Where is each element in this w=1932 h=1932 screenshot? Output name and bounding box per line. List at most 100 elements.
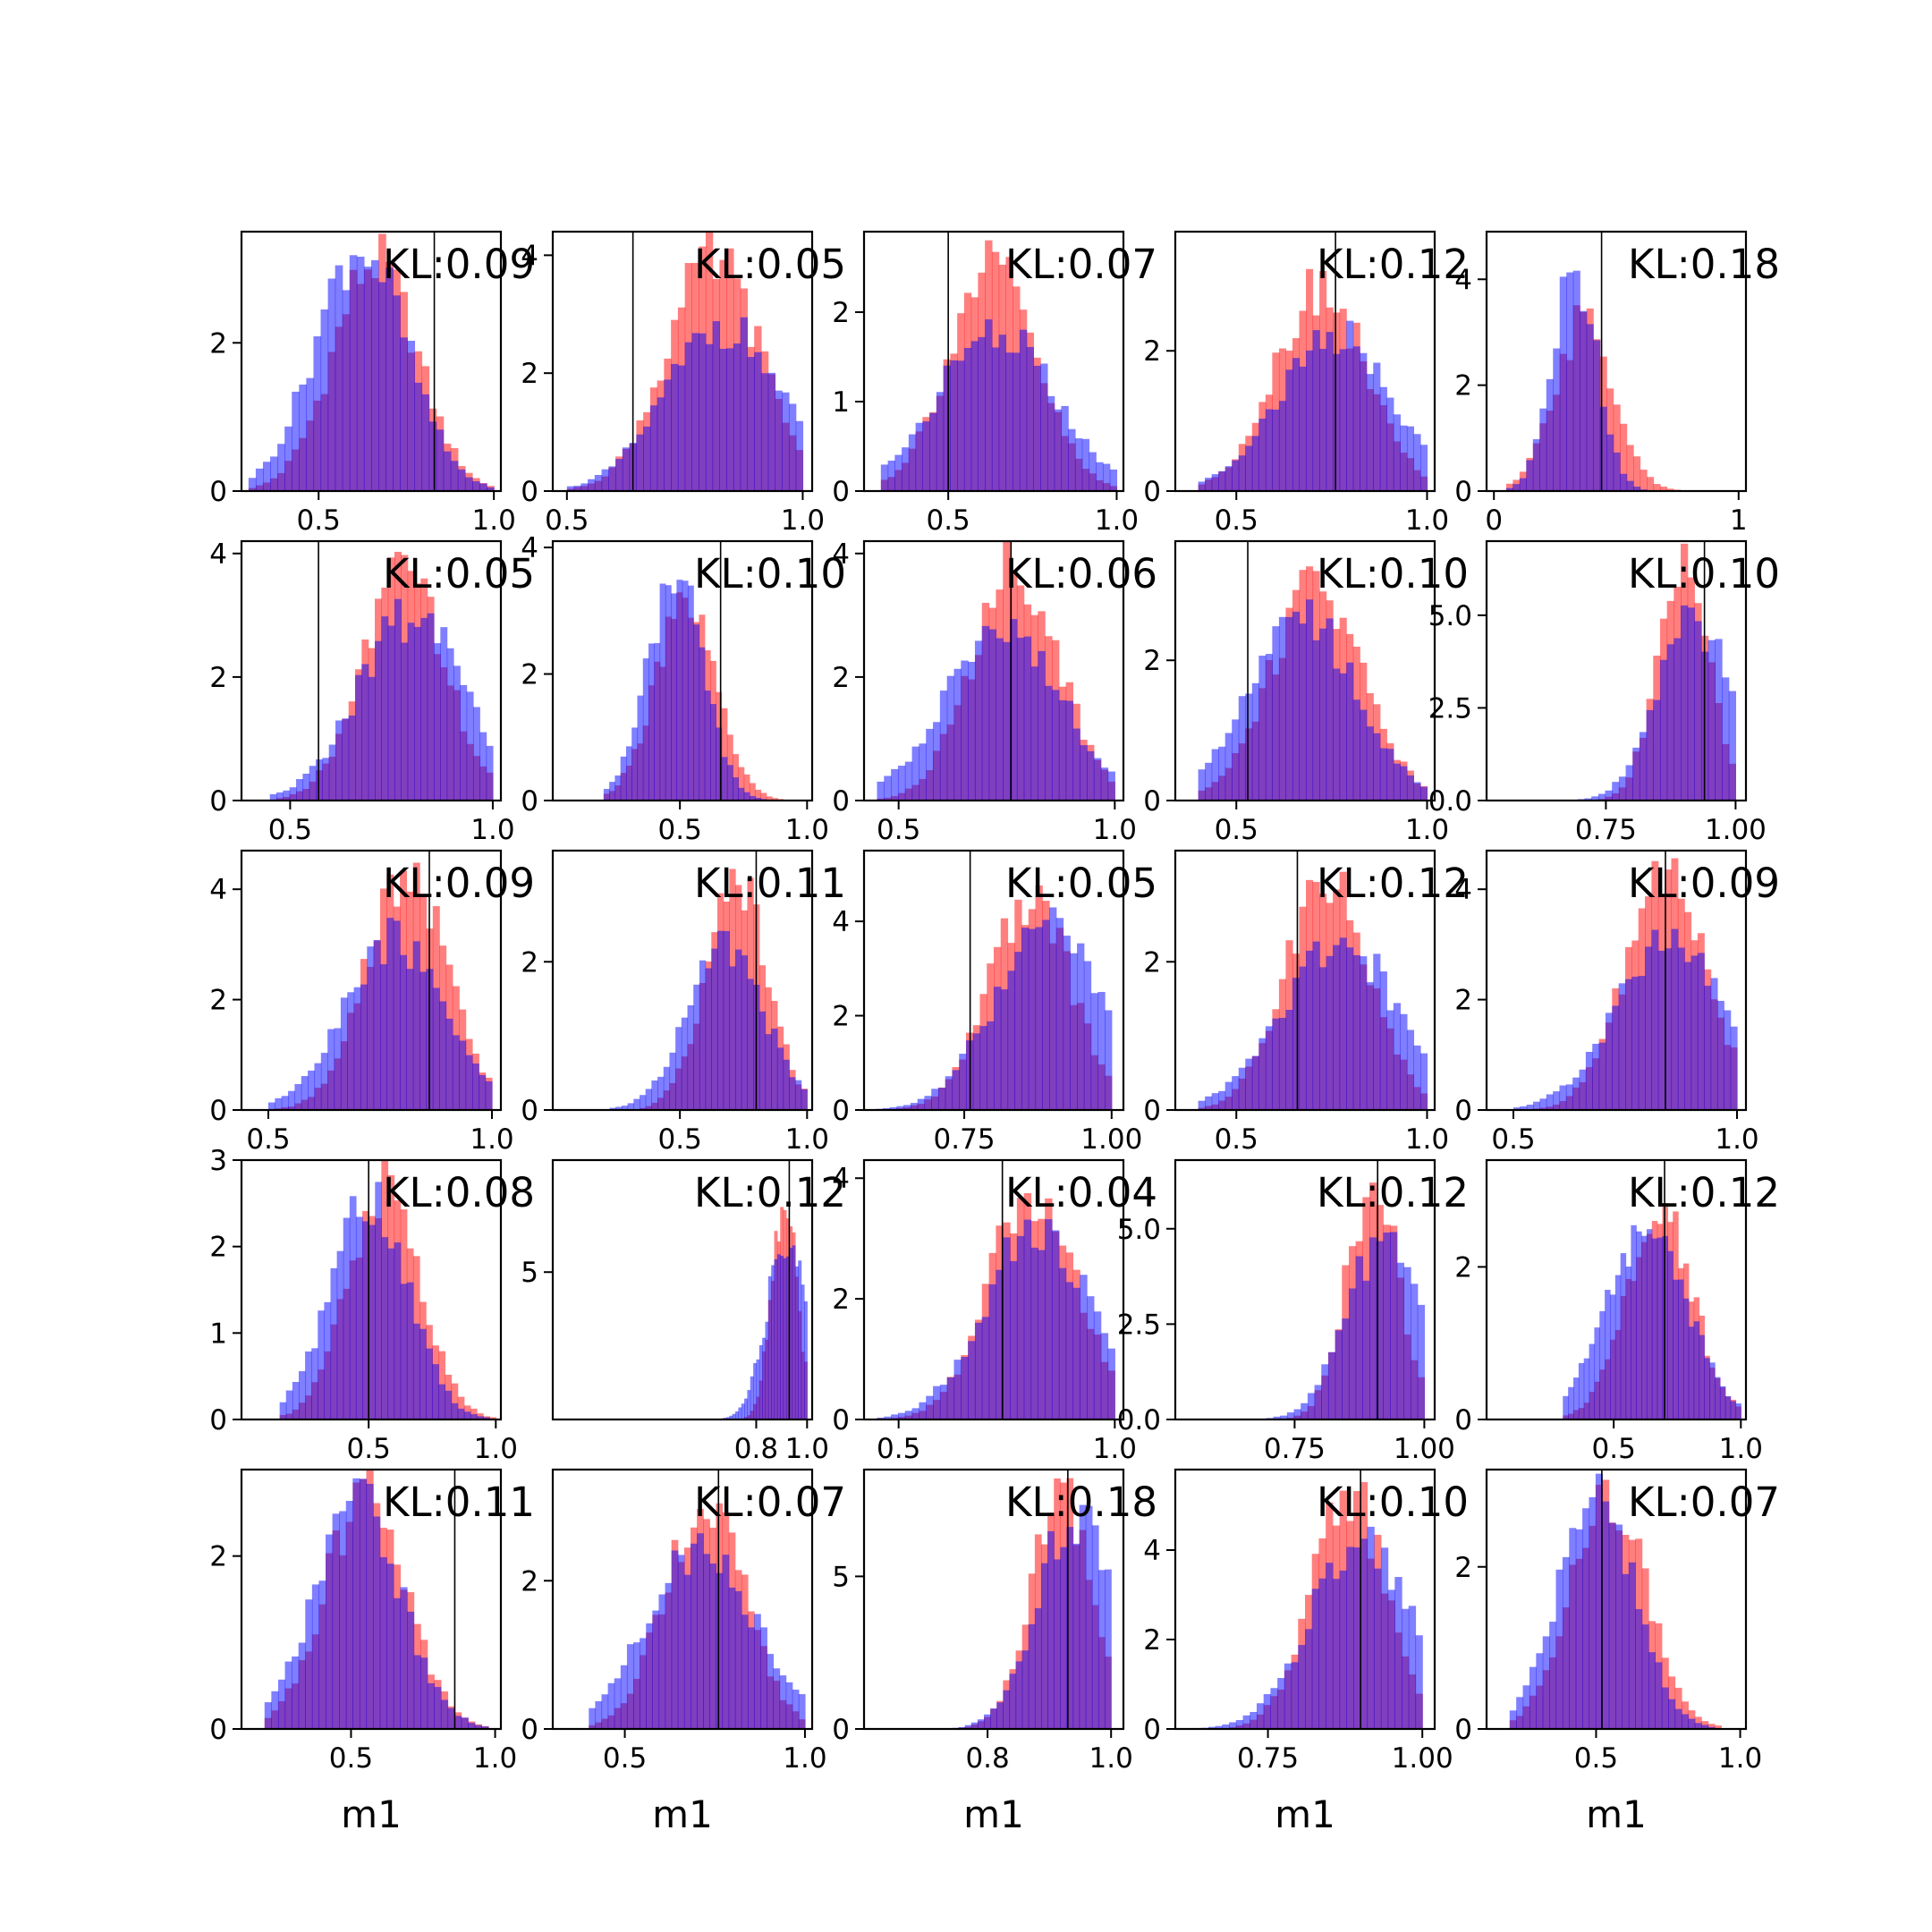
histogram-bar xyxy=(311,1348,318,1419)
y-tick-label: 0.0 xyxy=(1117,1404,1161,1436)
histogram-bar xyxy=(314,1063,322,1110)
histogram-bar xyxy=(1373,362,1381,491)
histogram-bar xyxy=(1333,945,1341,1110)
histogram-bar xyxy=(283,790,291,801)
histogram-bar xyxy=(1631,976,1640,1110)
histogram-bar xyxy=(663,1066,671,1110)
x-tick-label: 0.5 xyxy=(1215,1123,1258,1156)
histogram-bar xyxy=(318,1310,325,1419)
histogram-bar xyxy=(726,765,733,801)
histogram-bar xyxy=(1245,1058,1253,1110)
histogram-bar xyxy=(440,627,448,801)
panel-1-0: 0 2 4 0.5 1.0 KL:0.05 xyxy=(209,538,535,846)
y-tick-label: 2 xyxy=(832,1001,850,1033)
histogram-bar xyxy=(1218,470,1226,491)
histogram-bar xyxy=(445,1018,453,1110)
histogram-bar xyxy=(1578,1362,1585,1419)
histogram-bar xyxy=(268,1102,275,1110)
histogram-bar xyxy=(1229,1722,1237,1729)
histogram-bar xyxy=(1051,1230,1060,1419)
panel-2-2: 0 2 4 0.75 1.00 KL:0.05 xyxy=(832,849,1157,1156)
histogram-bar xyxy=(782,392,790,491)
histogram-bar xyxy=(1346,947,1354,1110)
kl-annotation: KL:0.07 xyxy=(1628,1479,1780,1526)
histogram-bar xyxy=(1715,1377,1721,1419)
y-tick-label: 0 xyxy=(1143,785,1161,818)
histogram-bars xyxy=(269,551,494,801)
histogram-bars xyxy=(1198,268,1428,491)
y-tick-label: 5 xyxy=(521,1257,538,1289)
kl-annotation: KL:0.12 xyxy=(1317,1169,1469,1216)
kl-annotation: KL:0.12 xyxy=(694,1169,846,1216)
histogram-bar xyxy=(1648,1652,1656,1729)
panel-4-2: 0 5 0.8 1.0 KL:0.18 m1 xyxy=(832,1468,1157,1836)
histogram-bar xyxy=(712,321,720,491)
histogram-bar xyxy=(1286,1412,1295,1419)
histogram-bar xyxy=(1553,348,1561,491)
histogram-bar xyxy=(1413,782,1421,801)
histogram-bar xyxy=(1714,1725,1722,1729)
kl-annotation: KL:0.12 xyxy=(1628,1169,1780,1216)
histogram-bar xyxy=(1626,445,1634,491)
histogram-bar xyxy=(1298,1645,1306,1729)
histogram-bar xyxy=(447,1707,455,1729)
histogram-bar xyxy=(1586,324,1594,491)
x-tick-label: 1.0 xyxy=(1089,1742,1133,1775)
histogram-bar xyxy=(1089,452,1097,491)
histogram-bar xyxy=(1620,1253,1627,1419)
histogram-bar xyxy=(1278,1017,1287,1110)
histogram-bar xyxy=(697,1533,704,1729)
x-tick-label: 1.0 xyxy=(1095,504,1139,537)
x-tick-label: 1.0 xyxy=(1405,504,1449,537)
histogram-bar xyxy=(705,343,714,491)
y-tick-label: 0 xyxy=(209,476,227,508)
y-tick-label: 2.5 xyxy=(1428,692,1472,724)
histogram-bar xyxy=(758,1344,763,1419)
histogram-bar xyxy=(1016,637,1025,801)
histogram-bar xyxy=(990,1708,997,1729)
panel-frame xyxy=(1485,849,1748,1112)
histogram-bar xyxy=(1413,1045,1421,1110)
histogram-bar xyxy=(1390,1232,1398,1419)
panel-1-1: 0 2 4 0.5 1.0 KL:0.10 xyxy=(521,532,846,846)
histogram-bar xyxy=(386,1563,394,1729)
histogram-bar xyxy=(426,1348,433,1419)
histogram-bars xyxy=(589,1503,806,1729)
y-tick-label: 1 xyxy=(832,386,850,419)
histogram-bar xyxy=(1555,1569,1563,1729)
histogram-bar xyxy=(1102,463,1111,491)
histogram-bar xyxy=(1299,966,1307,1110)
histogram-bar xyxy=(305,1351,312,1419)
histogram-bar xyxy=(640,1095,647,1110)
histogram-bar xyxy=(627,1103,634,1110)
histogram-bar xyxy=(1215,1725,1223,1729)
histogram-bar xyxy=(1608,1522,1616,1729)
histogram-bar xyxy=(355,1216,363,1419)
histogram-bar xyxy=(1211,474,1219,491)
histogram-bar xyxy=(1701,1724,1709,1729)
y-tick-label: 0 xyxy=(832,1095,850,1127)
histogram-bar xyxy=(309,766,317,801)
kl-annotation: KL:0.09 xyxy=(1628,860,1780,907)
histogram-bar xyxy=(1339,937,1347,1110)
histogram-bar xyxy=(738,1407,742,1419)
kl-annotation: KL:0.18 xyxy=(1005,1479,1157,1526)
histogram-bar xyxy=(1272,409,1280,491)
histogram-bar xyxy=(1735,1403,1741,1419)
histogram-bar xyxy=(302,773,310,801)
histogram-bar xyxy=(326,1534,334,1729)
histogram-bar xyxy=(704,691,711,801)
histogram-bar xyxy=(1277,1678,1285,1729)
histogram-bar xyxy=(771,1029,778,1110)
histogram-bar xyxy=(342,718,350,801)
y-tick-label: 0 xyxy=(832,476,850,508)
histogram-bar xyxy=(1620,423,1628,491)
histogram-bar xyxy=(1100,767,1109,801)
histogram-bar xyxy=(1682,1298,1690,1419)
histogram-bar xyxy=(406,1611,415,1729)
panel-3-0: 0 1 2 3 0.5 1.0 KL:0.08 xyxy=(209,1145,535,1465)
histogram-bar xyxy=(760,373,769,491)
histogram-bar xyxy=(1415,1635,1423,1729)
histogram-bars xyxy=(716,1207,808,1419)
